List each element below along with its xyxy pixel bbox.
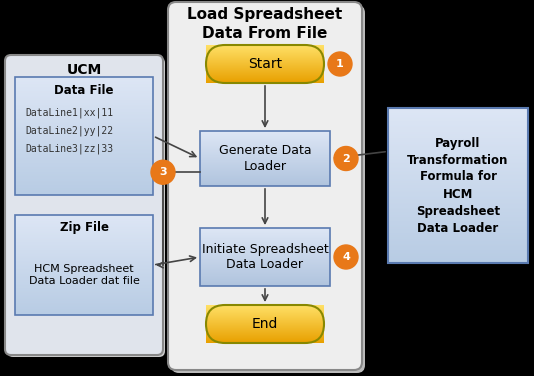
FancyBboxPatch shape <box>171 5 365 373</box>
Bar <box>15 77 153 195</box>
FancyBboxPatch shape <box>7 57 165 357</box>
Text: DataLine1|xx|11: DataLine1|xx|11 <box>25 108 113 118</box>
Text: End: End <box>252 317 278 331</box>
Text: DataLine3|zz|33: DataLine3|zz|33 <box>25 144 113 154</box>
Text: Start: Start <box>248 57 282 71</box>
Text: 3: 3 <box>159 167 167 177</box>
Text: Data File: Data File <box>54 83 114 97</box>
Bar <box>15 215 153 315</box>
Text: 4: 4 <box>342 252 350 262</box>
Text: DataLine2|yy|22: DataLine2|yy|22 <box>25 126 113 136</box>
Text: UCM: UCM <box>66 63 101 77</box>
Circle shape <box>334 245 358 269</box>
Text: 2: 2 <box>342 153 350 164</box>
Text: Zip File: Zip File <box>59 221 108 235</box>
Bar <box>200 228 330 286</box>
Text: Load Spreadsheet
Data From File: Load Spreadsheet Data From File <box>187 7 343 41</box>
Text: Generate Data
Loader: Generate Data Loader <box>219 144 311 173</box>
Text: Initiate Spreadsheet
Data Loader: Initiate Spreadsheet Data Loader <box>202 243 328 271</box>
Text: HCM Spreadsheet
Data Loader dat file: HCM Spreadsheet Data Loader dat file <box>28 264 139 286</box>
Text: Payroll
Transformation
Formula for
HCM
Spreadsheet
Data Loader: Payroll Transformation Formula for HCM S… <box>407 136 509 235</box>
Circle shape <box>151 160 175 184</box>
FancyBboxPatch shape <box>5 55 163 355</box>
FancyBboxPatch shape <box>168 2 362 370</box>
Circle shape <box>328 52 352 76</box>
Bar <box>200 131 330 186</box>
Text: 1: 1 <box>336 59 344 69</box>
Bar <box>388 108 528 263</box>
Circle shape <box>334 147 358 170</box>
